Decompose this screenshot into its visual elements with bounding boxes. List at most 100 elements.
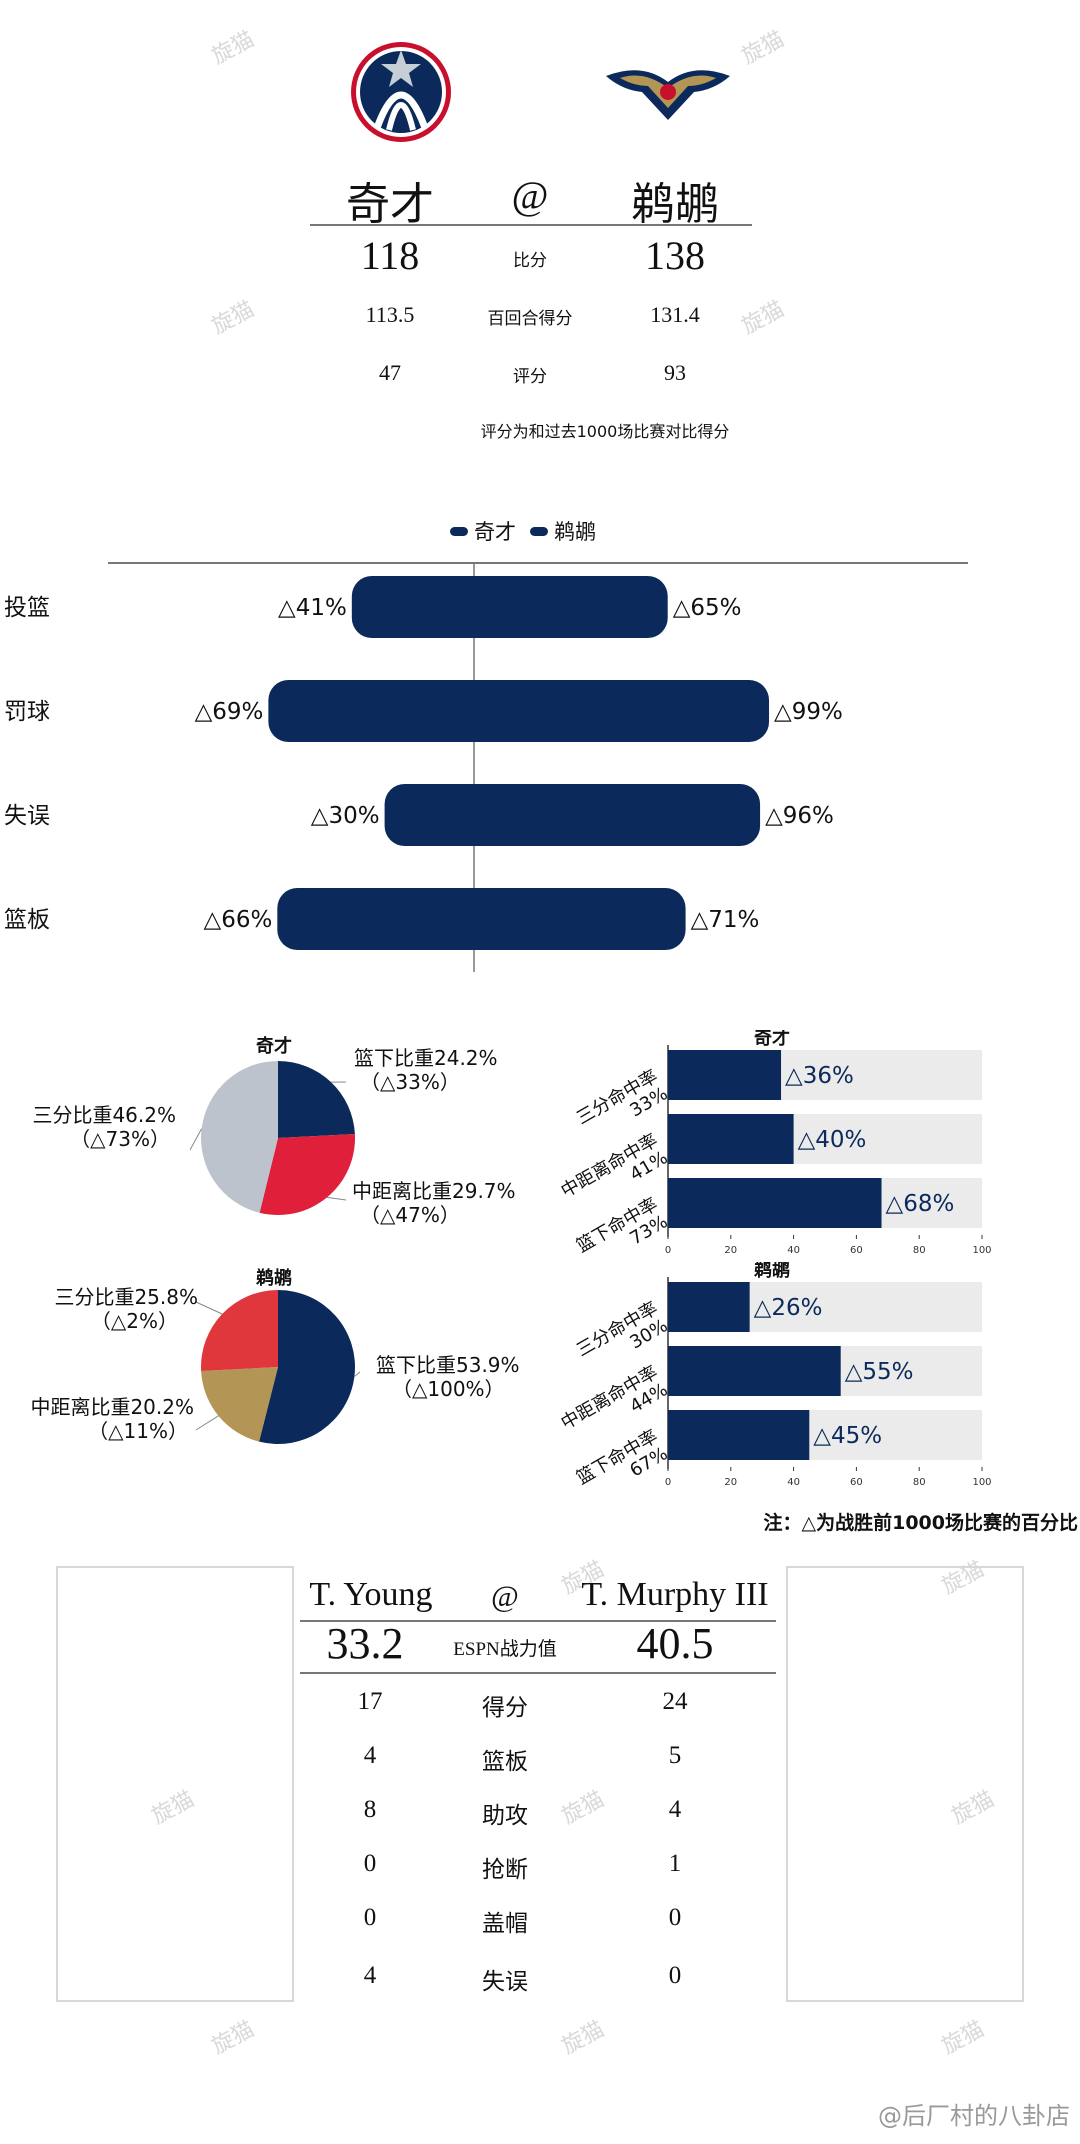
x-tick-label: 40 bbox=[787, 1245, 800, 1256]
away-per100: 131.4 bbox=[650, 302, 700, 327]
bar-chart-title: 奇才 bbox=[754, 1030, 790, 1049]
x-tick-label: 60 bbox=[850, 1477, 863, 1488]
left-espn-value: 33.2 bbox=[326, 1619, 404, 1668]
pie-title: 鹈鹕 bbox=[255, 1267, 292, 1289]
stat-right: 5 bbox=[668, 1742, 682, 1769]
hit-rate-bar bbox=[668, 1050, 782, 1100]
rating-label: 评分 bbox=[513, 367, 547, 387]
home-value-label: △66% bbox=[204, 907, 273, 933]
factor-bar bbox=[351, 576, 668, 638]
header-divider bbox=[310, 224, 752, 226]
factor-bar bbox=[384, 784, 761, 846]
rating-note: 评分为和过去1000场比赛对比得分 bbox=[480, 422, 730, 441]
pie-slice-sublabel: （△11%） bbox=[88, 1419, 188, 1443]
left-player-name: T. Young bbox=[309, 1576, 433, 1613]
stat-left: 4 bbox=[363, 1742, 377, 1769]
stat-right: 4 bbox=[668, 1796, 682, 1823]
watermark-text: 旋猫 bbox=[557, 2016, 609, 2060]
pie-slice-sublabel: （△47%） bbox=[360, 1203, 460, 1227]
home-rating: 47 bbox=[379, 360, 401, 385]
pie-leader-line bbox=[195, 1301, 223, 1315]
home-per100: 113.5 bbox=[365, 302, 415, 327]
pie-slice-label: 三分比重25.8% bbox=[54, 1285, 198, 1309]
watermark-text: 旋猫 bbox=[207, 296, 259, 340]
watermark-text: 旋猫 bbox=[737, 296, 789, 340]
bar-chart-title: 鹈鹕 bbox=[753, 1262, 790, 1281]
right-espn-value: 40.5 bbox=[636, 1619, 714, 1668]
percentile-note: 注：△为战胜前1000场比赛的百分比 bbox=[763, 1512, 1079, 1534]
wizards-hit-rate-chart: 奇才△36%三分命中率33%△40%中距离命中率41%△68%篮下命中率73%0… bbox=[557, 1030, 991, 1268]
watermark-text: 旋猫 bbox=[207, 2016, 259, 2060]
pie-slice-sublabel: （△33%） bbox=[360, 1070, 460, 1094]
pie-slice-sublabel: （△73%） bbox=[70, 1127, 170, 1151]
home-value-label: △30% bbox=[311, 803, 380, 829]
stat-right: 24 bbox=[662, 1688, 688, 1715]
pie-slice bbox=[259, 1134, 356, 1215]
away-value-label: △96% bbox=[765, 803, 834, 829]
home-value-label: △41% bbox=[278, 595, 347, 621]
away-score: 138 bbox=[645, 233, 705, 278]
hit-rate-bar bbox=[668, 1346, 841, 1396]
watermark-text: 旋猫 bbox=[207, 26, 259, 70]
wizards-shot-pie: 奇才 篮下比重24.2%（△33%） 中距离比重29.7%（△47%） 三分比重46.… bbox=[32, 1035, 516, 1227]
stat-left: 8 bbox=[363, 1796, 377, 1823]
player-rule-bottom bbox=[300, 1672, 776, 1674]
away-value-label: △71% bbox=[691, 907, 760, 933]
x-tick-label: 100 bbox=[972, 1477, 991, 1488]
player-rule-top bbox=[300, 1620, 776, 1622]
espn-label: ESPN战力值 bbox=[453, 1639, 557, 1660]
pie-leader-line bbox=[189, 1128, 203, 1151]
x-tick-label: 20 bbox=[724, 1477, 737, 1488]
stat-right: 1 bbox=[668, 1850, 682, 1877]
category-label: 篮下命中率73% bbox=[573, 1194, 671, 1268]
hit-rate-bar bbox=[668, 1114, 794, 1164]
chart-top-rule bbox=[108, 562, 968, 564]
hit-rate-bar bbox=[668, 1282, 750, 1332]
category-label: 投篮 bbox=[4, 595, 50, 621]
stat-label: 助攻 bbox=[482, 1803, 528, 1828]
factor-bar bbox=[268, 680, 770, 742]
home-score: 118 bbox=[360, 233, 420, 278]
home-value-label: △69% bbox=[195, 699, 264, 725]
stat-label: 盖帽 bbox=[482, 1911, 528, 1936]
stat-left: 0 bbox=[363, 1904, 377, 1931]
pie-slice-label: 中距离比重20.2% bbox=[30, 1395, 194, 1419]
hit-rate-value-label: △26% bbox=[754, 1295, 823, 1321]
score-label: 比分 bbox=[513, 251, 547, 271]
x-tick-label: 100 bbox=[972, 1245, 991, 1256]
factor-bar bbox=[277, 888, 686, 950]
stat-right: 0 bbox=[668, 1904, 682, 1931]
stat-label: 抢断 bbox=[482, 1857, 528, 1882]
four-factors-chart: 投篮 △41% △65% 罚球 △69% △99% 失误 △30% △96% 篮板 △66% △71% bbox=[4, 564, 843, 972]
stat-label: 得分 bbox=[482, 1695, 528, 1720]
x-tick-label: 80 bbox=[913, 1477, 926, 1488]
home-team-name: 奇才 bbox=[346, 180, 434, 229]
x-tick-label: 20 bbox=[724, 1245, 737, 1256]
pelicans-hit-rate-chart: 鹈鹕△26%三分命中率30%△55%中距离命中率44%△45%篮下命中率67%0… bbox=[557, 1262, 991, 1500]
pie-slice bbox=[201, 1290, 278, 1371]
pie-leader-line bbox=[354, 1371, 361, 1377]
watermark-text: 旋猫 bbox=[557, 1786, 609, 1830]
pie-leader-line bbox=[326, 1196, 347, 1201]
stat-label: 篮板 bbox=[482, 1749, 528, 1774]
pie-slice-label: 中距离比重29.7% bbox=[352, 1179, 516, 1203]
stat-left: 4 bbox=[363, 1962, 377, 1989]
stat-left: 17 bbox=[357, 1688, 383, 1715]
pie-slice-sublabel: （△2%） bbox=[91, 1309, 178, 1333]
right-player-name: T. Murphy III bbox=[581, 1576, 769, 1613]
pie-slice bbox=[201, 1061, 278, 1213]
category-label: 失误 bbox=[4, 803, 50, 829]
player-at-sign: @ bbox=[491, 1580, 519, 1613]
hit-rate-value-label: △55% bbox=[845, 1359, 914, 1385]
x-tick-label: 60 bbox=[850, 1245, 863, 1256]
pie-slice-label: 三分比重46.2% bbox=[32, 1103, 176, 1127]
category-label: 三分命中率33% bbox=[573, 1066, 671, 1147]
x-tick-label: 80 bbox=[913, 1245, 926, 1256]
hit-rate-bar bbox=[668, 1410, 810, 1460]
category-label: 篮下命中率67% bbox=[573, 1426, 671, 1500]
hit-rate-bar bbox=[668, 1178, 882, 1228]
right-player-photo-frame bbox=[786, 1566, 1024, 2002]
at-sign: @ bbox=[511, 173, 549, 218]
pie-slice-label: 篮下比重24.2% bbox=[354, 1046, 498, 1070]
